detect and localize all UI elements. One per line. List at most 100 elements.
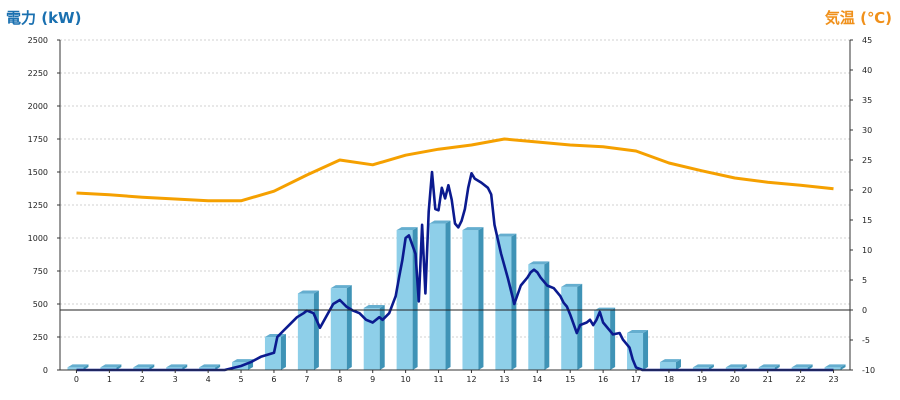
bar-top	[725, 364, 747, 368]
x-axis-tick-label: 1	[107, 375, 112, 384]
x-axis-tick-label: 6	[271, 375, 276, 384]
bar-top	[791, 364, 813, 368]
bar-top	[199, 364, 221, 368]
x-axis-tick-label: 0	[74, 375, 79, 384]
bar-front	[462, 230, 479, 370]
x-axis-tick-label: 2	[140, 375, 145, 384]
bar-top	[330, 285, 352, 289]
bar-side	[346, 285, 352, 370]
bar-top	[758, 364, 780, 368]
bar-front	[627, 333, 644, 370]
left-axis-unit-label: 電力 (kW)	[6, 9, 82, 27]
bar-side	[313, 290, 319, 370]
x-axis-tick-label: 8	[337, 375, 342, 384]
bar-top	[462, 227, 484, 231]
x-axis-tick-label: 23	[828, 375, 838, 384]
bar-side	[675, 359, 681, 370]
x-axis-tick-label: 3	[173, 375, 178, 384]
bar-top	[692, 364, 714, 368]
bar-top	[363, 304, 385, 308]
right-axis-tick-label: 30	[862, 126, 872, 135]
right-axis-tick-label: 40	[862, 66, 872, 75]
x-axis-tick-label: 21	[763, 375, 773, 384]
bar-top	[67, 364, 89, 368]
bar-side	[643, 330, 649, 370]
bar-side	[182, 364, 188, 370]
left-axis-tick-label: 0	[43, 366, 48, 375]
bar-top	[659, 359, 681, 363]
power-line	[76, 170, 834, 372]
bar-front	[824, 367, 841, 370]
bar-top	[100, 364, 122, 368]
left-axis-tick-label: 750	[33, 267, 48, 276]
bar-top	[396, 227, 418, 231]
bar-top	[232, 359, 254, 363]
x-axis-tick-label: 22	[796, 375, 806, 384]
right-axis-unit-label: 気温 (℃)	[824, 9, 892, 27]
right-axis-tick-label: 5	[862, 276, 867, 285]
left-axis-tick-label: 1750	[28, 135, 48, 144]
bar-side	[708, 364, 714, 370]
bar-top	[297, 290, 319, 294]
bar-side	[840, 364, 846, 370]
bar-top	[824, 364, 846, 368]
bar-front	[692, 367, 709, 370]
bar-front	[330, 288, 347, 370]
bar-side	[478, 227, 484, 370]
right-axis-tick-label: 0	[862, 306, 867, 315]
right-axis-tick-label: -10	[862, 366, 875, 375]
x-axis-tick-label: 13	[499, 375, 509, 384]
x-axis-tick-label: 15	[565, 375, 575, 384]
right-axis-tick-label: 45	[862, 36, 872, 45]
bar-front	[429, 223, 446, 370]
bar-top	[627, 330, 649, 334]
bar-top	[561, 283, 583, 287]
left-axis-tick-label: 500	[33, 300, 48, 309]
x-axis-tick-label: 17	[631, 375, 641, 384]
x-axis-tick-label: 11	[433, 375, 443, 384]
bar-front	[725, 367, 742, 370]
bar-front	[100, 367, 117, 370]
bar-side	[445, 220, 451, 370]
x-axis-tick-label: 5	[238, 375, 243, 384]
temperature-line	[76, 137, 834, 203]
bar-front	[791, 367, 808, 370]
x-axis-tick-label: 12	[466, 375, 476, 384]
bar-top	[429, 220, 451, 224]
bar-top	[528, 261, 550, 265]
bar-front	[166, 367, 183, 370]
left-axis-tick-label: 1250	[28, 201, 48, 210]
bar-side	[544, 261, 550, 370]
bar-side	[280, 334, 286, 370]
bar-front	[363, 307, 380, 370]
bar-top	[495, 233, 517, 237]
x-axis-tick-label: 19	[697, 375, 707, 384]
left-axis-tick-label: 2250	[28, 69, 48, 78]
x-axis-tick-label: 20	[730, 375, 740, 384]
x-axis-tick-label: 9	[370, 375, 375, 384]
left-axis-tick-label: 2000	[28, 102, 48, 111]
bar-front	[528, 264, 545, 370]
bar-side	[149, 364, 155, 370]
left-axis-tick-label: 1000	[28, 234, 48, 243]
bar-front	[561, 286, 578, 370]
bar-side	[215, 364, 221, 370]
bar-side	[774, 364, 780, 370]
x-axis-tick-label: 7	[304, 375, 309, 384]
right-axis-tick-label: 15	[862, 216, 872, 225]
x-axis-tick-label: 4	[206, 375, 211, 384]
left-axis-tick-label: 1500	[28, 168, 48, 177]
x-axis-tick-label: 10	[401, 375, 411, 384]
bar-front	[67, 367, 84, 370]
bar-front	[758, 367, 775, 370]
right-axis-tick-label: 35	[862, 96, 872, 105]
x-axis-tick-label: 14	[532, 375, 542, 384]
bar-front	[297, 293, 314, 370]
bar-side	[807, 364, 813, 370]
left-axis-tick-label: 2500	[28, 36, 48, 45]
bar-side	[83, 364, 89, 370]
bar-side	[610, 307, 616, 370]
bar-side	[116, 364, 122, 370]
bar-side	[379, 304, 385, 370]
